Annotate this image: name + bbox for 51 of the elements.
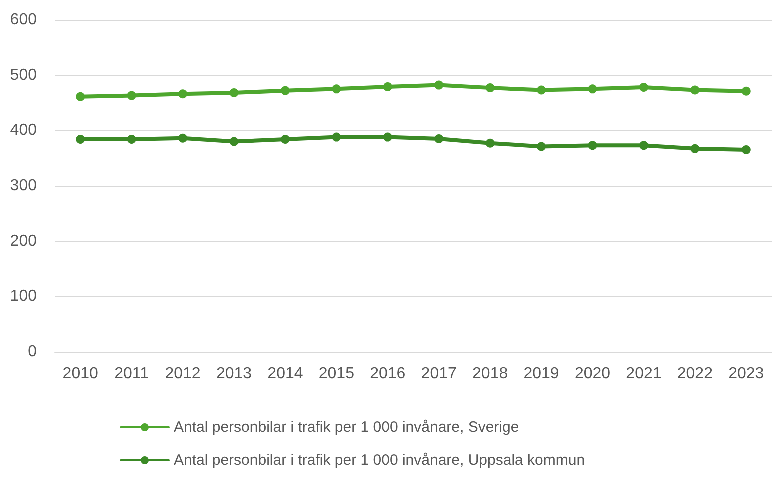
point	[639, 141, 648, 150]
point	[76, 135, 86, 144]
x-tick-label: 2017	[421, 366, 458, 382]
point	[383, 82, 392, 92]
x-tick-label: 2022	[677, 366, 714, 382]
x-tick-label: 2014	[268, 366, 304, 382]
point	[280, 135, 290, 144]
y-tick-label: 400	[10, 122, 38, 140]
point	[690, 144, 700, 154]
point	[537, 86, 546, 95]
x-tick-label: 2018	[472, 366, 508, 382]
x-tick-label: 2023	[728, 366, 764, 382]
y-tick-label: 600	[10, 12, 38, 28]
legend-label: Antal personbilar i trafik per 1 000 invånare, Uppsala kommun	[174, 452, 586, 469]
point	[178, 90, 188, 99]
point	[434, 80, 444, 90]
x-tick-label: 2015	[318, 366, 355, 382]
point	[588, 84, 598, 94]
point	[230, 88, 239, 98]
point	[383, 132, 392, 142]
x-tick-label: 2013	[216, 366, 252, 382]
point	[742, 86, 751, 96]
point	[332, 84, 342, 94]
point	[332, 132, 342, 142]
point	[434, 134, 444, 144]
x-tick-label: 2010	[62, 366, 99, 382]
point	[486, 84, 495, 93]
point	[742, 146, 751, 155]
x-tick-label: 2011	[114, 366, 150, 382]
x-tick-label: 2012	[165, 366, 201, 382]
x-tick-label: 2016	[370, 366, 406, 382]
x-tick-label: 2019	[524, 366, 560, 382]
y-tick-label: 200	[10, 232, 38, 250]
legend-label: Antal personbilar i trafik per 1 000 invånare, Sverige	[174, 419, 520, 436]
point	[588, 141, 598, 150]
point	[486, 138, 495, 148]
y-tick-label: 0	[28, 344, 38, 360]
y-tick-label: 100	[10, 288, 38, 306]
point	[127, 135, 136, 144]
x-tick-label: 2020	[574, 366, 611, 382]
point	[230, 137, 239, 146]
point	[76, 92, 86, 102]
point	[178, 134, 188, 143]
point	[690, 86, 700, 95]
y-tick-label: 300	[10, 178, 38, 194]
point	[280, 86, 290, 96]
point	[639, 83, 648, 92]
y-tick-label: 500	[10, 66, 38, 84]
x-tick-label: 2021	[626, 366, 662, 382]
point	[127, 91, 136, 100]
point	[537, 142, 546, 152]
